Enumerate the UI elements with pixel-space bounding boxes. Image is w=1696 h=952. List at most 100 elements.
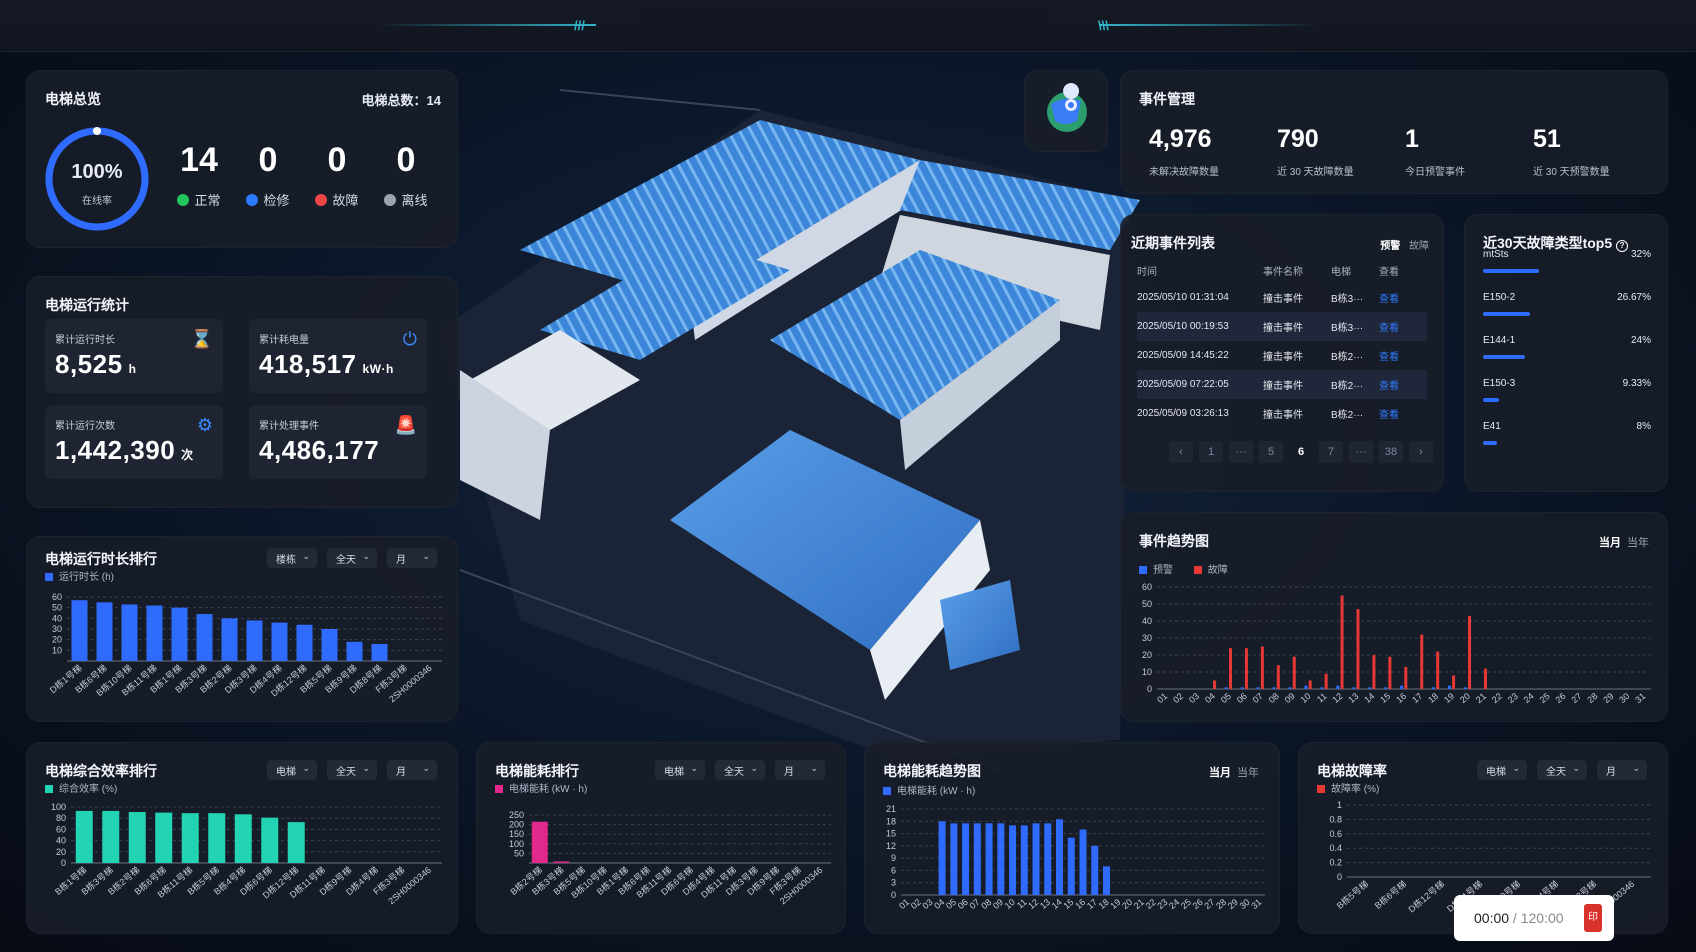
overview-panel: 电梯总览 电梯总数：14 100% 在线率 14 正常 0 检修 0 故障 0 …: [26, 70, 458, 248]
bar: [997, 823, 1005, 895]
elevator-total: 电梯总数：14: [361, 93, 441, 108]
building-select[interactable]: 楼栋 ⌄: [267, 548, 317, 568]
y-tick-label: 9: [891, 853, 896, 863]
top5-item-pct: 32%: [1630, 249, 1651, 260]
faults-30d: 790 近 30 天故障数量: [1277, 125, 1354, 178]
x-tick-label: 13: [1346, 691, 1360, 705]
energy-rank-chart: 50100150200250B栋2号梯B栋3号梯B栋5号梯B栋10号梯B栋1号梯…: [508, 810, 831, 906]
map-button[interactable]: [1024, 70, 1108, 152]
x-tick-label: 14: [1050, 897, 1064, 911]
x-tick-label: 26: [1191, 897, 1205, 911]
bar: [1272, 687, 1276, 689]
y-tick-label: 60: [56, 824, 66, 834]
event-trend-panel: 事件趋势图 当月 当年 预警 故障 0 10 20 30 40 50 60 01 02 03 04 05…: [1120, 512, 1668, 722]
stamp-icon[interactable]: 印: [1584, 904, 1602, 932]
page-ellipsis[interactable]: ···: [1229, 441, 1253, 463]
bar: [208, 813, 226, 863]
tab-warning[interactable]: 预警: [1380, 241, 1401, 252]
y-tick-label: 20: [52, 635, 62, 645]
x-tick-label: 01: [897, 897, 911, 911]
bar: [1213, 680, 1217, 689]
legend-fault: 故障: [1207, 565, 1228, 576]
energy-trend-legend: 电梯能耗 (kW · h): [897, 786, 976, 797]
bar: [973, 823, 981, 895]
time-range-select[interactable]: 全天 ⌄: [715, 760, 765, 780]
time-range-select[interactable]: 全天 ⌄: [327, 760, 377, 780]
bar: [296, 624, 313, 661]
y-tick-label: 0.8: [1329, 814, 1342, 824]
power-icon: ⏻: [402, 329, 417, 349]
legend-swatch: [45, 573, 53, 582]
view-link[interactable]: 查看: [1379, 294, 1399, 305]
x-tick-label: 02: [909, 897, 923, 911]
page-5[interactable]: 5: [1259, 441, 1283, 463]
time-range-select[interactable]: 全天 ⌄: [327, 548, 377, 568]
elevator-select[interactable]: 电梯 ⌄: [1477, 760, 1527, 780]
wrench-icon: [246, 194, 259, 206]
next-page-button[interactable]: ›: [1409, 441, 1433, 463]
period-select[interactable]: 月 ⌄: [775, 760, 825, 780]
tab-fault[interactable]: 故障: [1409, 241, 1429, 252]
top5-item-pct: 8%: [1636, 421, 1651, 432]
period-select[interactable]: 月 ⌄: [387, 760, 437, 780]
stat-run-count-unit: 次: [181, 448, 194, 462]
timer-current: 00:00: [1474, 910, 1510, 926]
toggle-current-month[interactable]: 当月: [1599, 537, 1621, 549]
bar: [321, 629, 338, 661]
energy-trend-panel: 电梯能耗趋势图 当月 当年 电梯能耗 (kW · h) 0 3 6 9 12 15 18 21 0…: [864, 742, 1280, 934]
bar: [1463, 687, 1467, 689]
bar: [171, 607, 188, 661]
period-select[interactable]: 月 ⌄: [1597, 760, 1647, 780]
x-tick-label: 22: [1144, 897, 1158, 911]
bar: [75, 810, 93, 863]
x-tick-label: 18: [1426, 691, 1440, 705]
page-7[interactable]: 7: [1319, 441, 1343, 463]
page-1[interactable]: 1: [1199, 441, 1223, 463]
elevator-select[interactable]: 电梯 ⌄: [267, 760, 317, 780]
top5-item-name: E41: [1483, 421, 1501, 432]
event-trend-title: 事件趋势图: [1139, 533, 1209, 549]
chevron-down-icon: ⌄: [1512, 763, 1520, 773]
bar: [1256, 687, 1260, 689]
status-maintenance: 0 检修: [236, 141, 300, 209]
bar: [121, 604, 138, 661]
bar: [1304, 685, 1308, 689]
elevator-select[interactable]: 电梯 ⌄: [655, 760, 705, 780]
bar: [146, 605, 163, 661]
bar: [1009, 825, 1017, 895]
events-table: 时间 事件名称 电梯 查看 2025/05/10 01:31:04 撞击事件 B栋3…: [1137, 257, 1427, 428]
page-38[interactable]: 38: [1379, 441, 1403, 463]
prev-page-button[interactable]: ‹: [1169, 441, 1193, 463]
toggle-current-year[interactable]: 当年: [1627, 537, 1649, 549]
toggle-current-month[interactable]: 当月: [1209, 767, 1231, 779]
bar: [1067, 837, 1075, 895]
page-ellipsis[interactable]: ···: [1349, 441, 1373, 463]
x-tick-label: 03: [921, 897, 935, 911]
period-select[interactable]: 月 ⌄: [387, 548, 437, 568]
x-tick-label: 07: [968, 897, 982, 911]
table-row: 2025/05/09 07:22:05 撞击事件 B栋2··· 查看: [1137, 370, 1427, 399]
view-link[interactable]: 查看: [1379, 352, 1399, 363]
top5-title: 近30天故障类型top5 ?: [1483, 233, 1629, 253]
bar: [155, 812, 173, 863]
x-tick-label: 10: [1299, 691, 1313, 705]
view-link[interactable]: 查看: [1379, 370, 1427, 399]
x-tick-label: 30: [1617, 691, 1631, 705]
view-link[interactable]: 查看: [1379, 410, 1399, 421]
recent-events-title: 近期事件列表: [1131, 235, 1215, 251]
help-icon[interactable]: ?: [1616, 240, 1629, 252]
time-range-select[interactable]: 全天 ⌄: [1537, 760, 1587, 780]
page-6[interactable]: 6: [1297, 446, 1305, 458]
table-row: 2025/05/10 01:31:04 撞击事件 B栋3··· 查看: [1137, 283, 1427, 312]
y-tick-label: 50: [514, 848, 524, 858]
view-link[interactable]: 查看: [1379, 312, 1427, 341]
hourglass-icon: ⌛: [190, 329, 213, 349]
x-tick-label: 04: [932, 897, 946, 911]
period-toggle: 当月 当年: [1209, 764, 1259, 780]
x-tick-label: 29: [1601, 691, 1615, 705]
y-tick-label: 0.6: [1329, 829, 1342, 839]
fault-rate-legend: 故障率 (%): [1331, 784, 1380, 795]
playback-timer[interactable]: 00:00 / 120:00 印: [1454, 895, 1614, 941]
toggle-current-year[interactable]: 当年: [1237, 767, 1259, 779]
top5-item-pct: 24%: [1630, 335, 1651, 346]
